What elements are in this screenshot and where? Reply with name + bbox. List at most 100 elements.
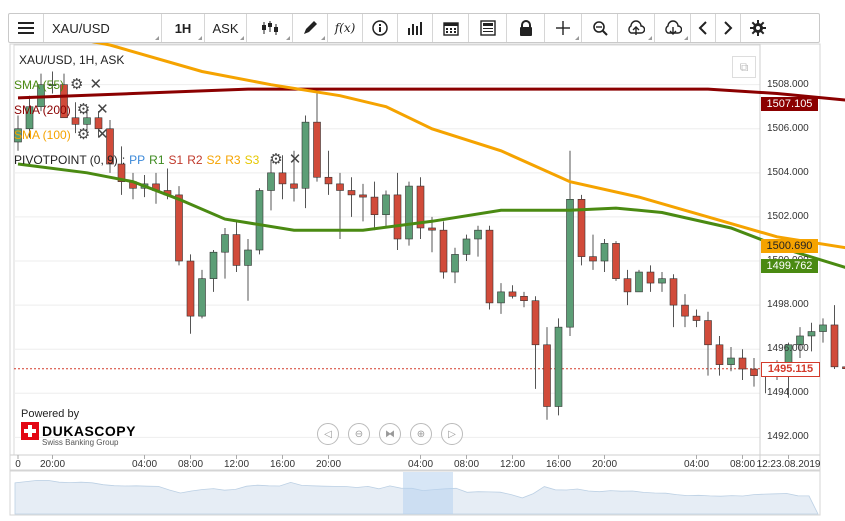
legend-sma200[interactable]: SMA (200) ⚙ ✕ — [14, 97, 301, 122]
candle-bear — [359, 194, 367, 198]
legend-pivotpoint[interactable]: PIVOTPOINT (0, 9) : PP R1 S1 R2 S2 R3 S3 ⚙ ✕ — [14, 147, 301, 172]
candle-bear — [94, 117, 103, 130]
candle-bear — [669, 278, 678, 306]
close-icon[interactable]: ✕ — [96, 125, 109, 143]
candle-bull — [209, 251, 218, 279]
candle-bear — [60, 84, 68, 119]
news-icon — [479, 20, 496, 36]
candle-bull — [25, 106, 34, 130]
volume-button[interactable] — [398, 14, 433, 42]
scroll-left-button[interactable]: ◁ — [317, 423, 339, 445]
settings-button[interactable] — [741, 14, 774, 42]
dropdown-corner-icon — [321, 36, 325, 40]
close-icon[interactable]: ✕ — [288, 150, 302, 168]
instrument-label: XAU/USD — [52, 20, 110, 36]
pivot-sep: : — [121, 152, 126, 167]
lock-icon — [519, 20, 532, 36]
instrument-selector[interactable]: XAU/USD — [44, 14, 162, 42]
legend-sma55[interactable]: SMA (55) ⚙ ✕ — [14, 72, 301, 97]
candle-bull — [198, 278, 206, 317]
candle-bull — [727, 357, 735, 365]
scroll-back-button[interactable] — [691, 14, 716, 42]
upload-button[interactable] — [618, 14, 655, 42]
x-tick-label: 04:00 — [684, 459, 709, 470]
dropdown-corner-icon — [648, 36, 652, 40]
pivot-part-r3: R3 — [225, 152, 241, 167]
candle-bear — [278, 172, 287, 185]
candle-bear — [393, 194, 402, 240]
candle-bear — [508, 291, 517, 297]
candle-bull — [796, 335, 804, 346]
x-tick-label: 12:23.08.2019 — [757, 459, 821, 470]
zoom-out-button[interactable]: ⊖ — [348, 423, 370, 445]
reset-button[interactable]: ⧓ — [379, 423, 401, 445]
info-button[interactable] — [363, 14, 398, 42]
pivot-part-s1: S1 — [168, 152, 184, 167]
candle-bull — [474, 229, 482, 240]
menu-button[interactable] — [9, 14, 44, 42]
news-button[interactable] — [469, 14, 507, 42]
download-button[interactable] — [655, 14, 691, 42]
crosshair-button[interactable] — [545, 14, 582, 42]
indicator-legend: SMA (55) ⚙ ✕ SMA (200) ⚙ ✕ SMA (100) ⚙ ✕ PIVOT… — [14, 52, 301, 172]
dropdown-corner-icon — [575, 36, 579, 40]
close-icon[interactable]: ✕ — [89, 75, 103, 93]
candle-bull — [221, 234, 229, 253]
legend-sma100[interactable]: SMA (100) ⚙ ✕ — [14, 122, 301, 147]
scroll-right-button[interactable]: ▷ — [441, 423, 463, 445]
function-icon: f(x) — [334, 21, 356, 35]
gear-icon[interactable]: ⚙ — [269, 150, 283, 168]
candle-bull — [658, 278, 666, 284]
x-tick-label: 08:00 — [454, 459, 479, 470]
gear-icon[interactable]: ⚙ — [70, 75, 84, 93]
sma-line — [17, 162, 845, 269]
gear-icon[interactable]: ⚙ — [76, 100, 91, 118]
zoom-icon — [592, 21, 608, 36]
sma-line — [17, 25, 845, 250]
chart-navigation: ◁ ⊖ ⧓ ⊕ ▷ — [317, 423, 472, 445]
y-tick-label: 1492.000 — [767, 431, 809, 443]
y-tick-label: 1496.000 — [767, 343, 809, 355]
candle-bear — [71, 117, 80, 125]
price-axis[interactable]: 1492.0001494.0001496.0001498.0001500.000… — [760, 45, 820, 455]
candle-bear — [347, 190, 356, 196]
candle-bear — [681, 304, 689, 317]
side-label: ASK — [212, 20, 239, 36]
y-tick-label: 1502.000 — [767, 210, 809, 222]
side-selector[interactable]: ASK — [205, 14, 247, 42]
x-tick-label: 20:00 — [592, 459, 617, 470]
indicators-button[interactable]: f(x) — [328, 14, 363, 42]
scroll-forward-button[interactable] — [716, 14, 741, 42]
scroll-left-icon: ◁ — [324, 428, 332, 440]
expand-button[interactable]: ⧉ — [732, 56, 756, 78]
candle-bear — [290, 183, 298, 189]
pivot-parts: PP R1 S1 R2 S2 R3 S3 — [129, 153, 263, 167]
candle-bull — [267, 172, 275, 191]
x-tick-label: 04:00 — [132, 459, 157, 470]
candle-bull — [566, 199, 574, 328]
candle-bear — [485, 229, 494, 304]
gear-icon[interactable]: ⚙ — [76, 125, 91, 143]
x-tick-label: 0 — [15, 459, 21, 470]
candle-bear — [646, 271, 655, 284]
lock-button[interactable] — [507, 14, 545, 42]
candle-bear — [313, 121, 321, 178]
sma55-label: SMA (55) — [14, 77, 65, 92]
y-tick-label: 1498.000 — [767, 299, 809, 311]
draw-button[interactable] — [293, 14, 328, 42]
close-icon[interactable]: ✕ — [96, 100, 109, 118]
plot-area — [13, 44, 761, 456]
pivot-part-s3: S3 — [244, 152, 260, 167]
candle-bear — [428, 227, 436, 231]
y-tick-label: 1506.000 — [767, 122, 809, 134]
pivot-part-s2: S2 — [206, 152, 222, 167]
zoom-button[interactable] — [582, 14, 618, 42]
candle-bear — [324, 176, 333, 185]
period-selector[interactable]: 1H — [162, 14, 205, 42]
x-tick-label: 20:00 — [316, 459, 341, 470]
calendar-button[interactable] — [433, 14, 469, 42]
chart-type-button[interactable] — [247, 14, 293, 42]
pivot-label: PIVOTPOINT (0, 9) — [14, 152, 118, 167]
zoom-in-button[interactable]: ⊕ — [410, 423, 432, 445]
